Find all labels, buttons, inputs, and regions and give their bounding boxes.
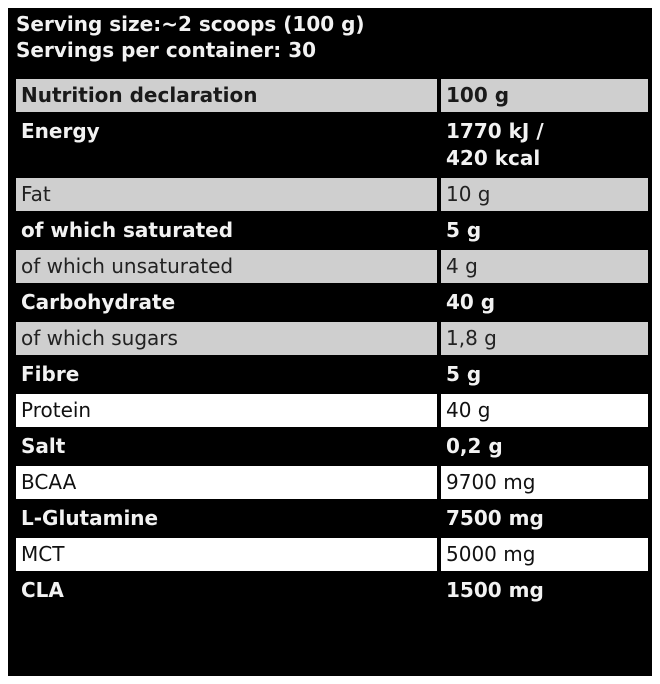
table-row: CLA 1500 mg bbox=[16, 574, 648, 607]
table-row: Carbohydrate 40 g bbox=[16, 286, 648, 319]
table-row: MCT 5000 mg bbox=[16, 538, 648, 571]
row-value: 4 g bbox=[441, 250, 648, 283]
row-label: Fibre bbox=[16, 358, 437, 391]
table-row: of which sugars 1,8 g bbox=[16, 322, 648, 355]
row-label: Salt bbox=[16, 430, 437, 463]
row-label: of which unsaturated bbox=[16, 250, 437, 283]
serving-size: Serving size:~2 scoops (100 g) bbox=[16, 12, 365, 36]
header-value: 100 g bbox=[441, 79, 648, 112]
row-value: 5 g bbox=[441, 358, 648, 391]
row-value: 9700 mg bbox=[441, 466, 648, 499]
row-value: 10 g bbox=[441, 178, 648, 211]
row-label: Protein bbox=[16, 394, 437, 427]
row-label: L-Glutamine bbox=[16, 502, 437, 535]
row-label: CLA bbox=[16, 574, 437, 607]
row-label: of which sugars bbox=[16, 322, 437, 355]
row-value: 5000 mg bbox=[441, 538, 648, 571]
table-row: Energy 1770 kJ / 420 kcal bbox=[16, 115, 648, 175]
nutrition-table: Nutrition declaration 100 g Energy 1770 … bbox=[12, 76, 652, 610]
energy-kcal: 420 kcal bbox=[446, 146, 541, 170]
row-label: Energy bbox=[16, 115, 437, 175]
table-row: of which saturated 5 g bbox=[16, 214, 648, 247]
table-row: Fat 10 g bbox=[16, 178, 648, 211]
row-value: 1770 kJ / 420 kcal bbox=[441, 115, 648, 175]
table-row: Protein 40 g bbox=[16, 394, 648, 427]
table-row: Fibre 5 g bbox=[16, 358, 648, 391]
servings-per-container: Servings per container: 30 bbox=[16, 38, 317, 62]
table-row: of which unsaturated 4 g bbox=[16, 250, 648, 283]
nutrition-panel: Serving size:~2 scoops (100 g) Servings … bbox=[8, 8, 652, 676]
table-row: L-Glutamine 7500 mg bbox=[16, 502, 648, 535]
row-value: 0,2 g bbox=[441, 430, 648, 463]
row-label: Carbohydrate bbox=[16, 286, 437, 319]
table-row: Salt 0,2 g bbox=[16, 430, 648, 463]
row-value: 1,8 g bbox=[441, 322, 648, 355]
table-header-row: Nutrition declaration 100 g bbox=[16, 79, 648, 112]
energy-kj: 1770 kJ / bbox=[446, 119, 544, 143]
row-label: of which saturated bbox=[16, 214, 437, 247]
row-value: 1500 mg bbox=[441, 574, 648, 607]
row-value: 5 g bbox=[441, 214, 648, 247]
row-label: Fat bbox=[16, 178, 437, 211]
row-value: 7500 mg bbox=[441, 502, 648, 535]
row-value: 40 g bbox=[441, 286, 648, 319]
row-value: 40 g bbox=[441, 394, 648, 427]
table-row: BCAA 9700 mg bbox=[16, 466, 648, 499]
row-label: BCAA bbox=[16, 466, 437, 499]
row-label: MCT bbox=[16, 538, 437, 571]
header-label: Nutrition declaration bbox=[16, 79, 437, 112]
